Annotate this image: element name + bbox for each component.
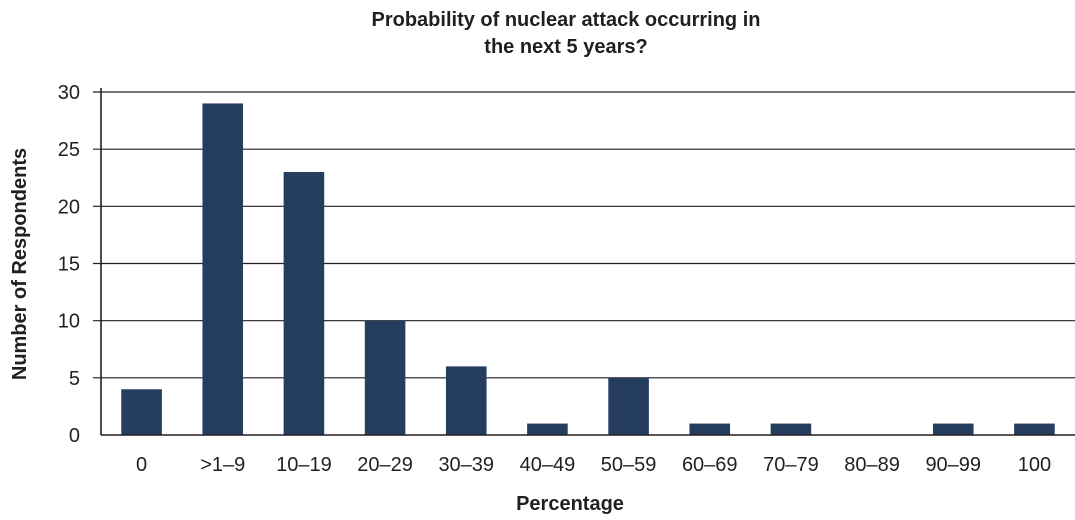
x-tick-label: 50–59 [601, 454, 657, 476]
chart-title-line-2: the next 5 years? [484, 36, 647, 58]
x-tick-label: 70–79 [763, 454, 819, 476]
bar-5 [527, 423, 568, 435]
x-axis-title: Percentage [516, 493, 624, 515]
x-tick-label: >1–9 [200, 454, 245, 476]
bar-0 [121, 389, 162, 435]
x-tick-label: 0 [136, 454, 147, 476]
bar-4 [445, 366, 487, 435]
y-tick-label: 5 [69, 368, 80, 390]
gridlines [93, 91, 1075, 379]
y-tick-label: 10 [58, 311, 80, 333]
x-tick-label: 80–89 [844, 454, 900, 476]
y-tick-label: 20 [58, 196, 80, 218]
bar-11 [1014, 423, 1055, 435]
y-tick-label: 15 [58, 254, 80, 276]
x-tick-label: 10–19 [276, 454, 332, 476]
x-tick-label: 60–69 [682, 454, 738, 476]
y-axis-ticks: 0 5 10 15 20 25 30 [58, 82, 80, 447]
bar-2 [283, 172, 325, 436]
x-tick-label: 20–29 [357, 454, 413, 476]
bar-10 [932, 423, 974, 435]
y-tick-label: 0 [69, 425, 80, 447]
bar-7 [689, 423, 731, 435]
bar-6 [608, 377, 649, 435]
y-axis-title: Number of Respondents [9, 148, 31, 380]
x-tick-label: 100 [1018, 454, 1051, 476]
x-tick-label: 40–49 [520, 454, 576, 476]
x-tick-label: 30–39 [438, 454, 494, 476]
bar-8 [770, 423, 812, 435]
x-tick-label: 90–99 [925, 454, 981, 476]
bars [121, 103, 1055, 436]
bar-1 [202, 103, 244, 435]
chart-title-line-1: Probability of nuclear attack occurring … [372, 9, 761, 31]
y-tick-label: 25 [58, 139, 80, 161]
y-tick-label: 30 [58, 82, 80, 104]
x-axis-ticks: 0 >1–9 10–19 20–29 30–39 40–49 50–59 60–69 70–79… [136, 454, 1051, 476]
bar-3 [364, 320, 406, 435]
